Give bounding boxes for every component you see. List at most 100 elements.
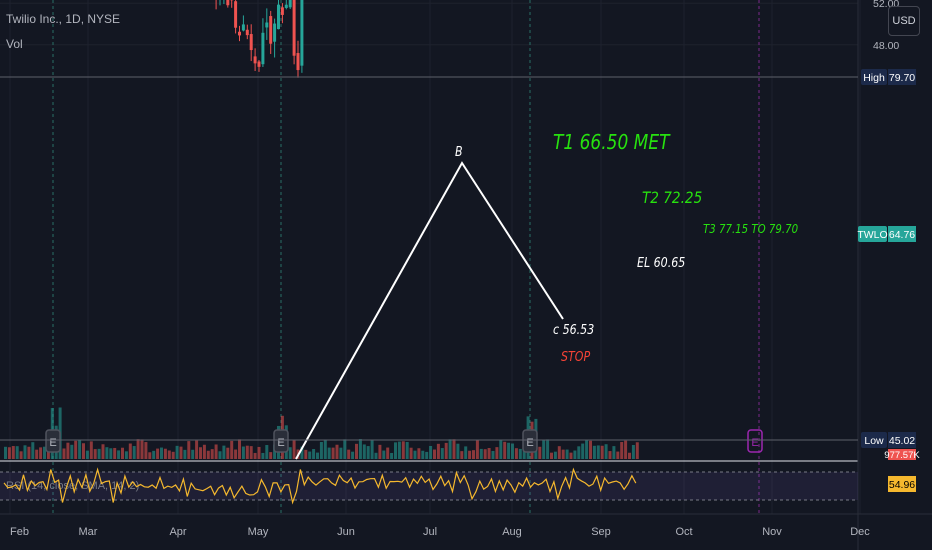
volume-bar bbox=[456, 443, 460, 459]
time-tick-label: Jun bbox=[337, 526, 355, 538]
low-marker-value-bg bbox=[888, 432, 916, 448]
annotation-t2: T2 72.25 bbox=[642, 188, 703, 207]
candle-body bbox=[273, 23, 277, 42]
volume-bar bbox=[503, 441, 507, 459]
time-tick-label: Jul bbox=[423, 526, 437, 538]
volume-bar bbox=[202, 444, 206, 459]
volume-bar bbox=[183, 449, 187, 459]
abc-pattern-line bbox=[295, 161, 564, 460]
candle-body bbox=[296, 53, 300, 71]
rsi-pane: RSI (14, close, SMA, 14, 2) 54.96 bbox=[0, 467, 916, 505]
volume-bar bbox=[440, 448, 444, 459]
volume-bar bbox=[331, 447, 335, 459]
volume-bar bbox=[550, 452, 553, 459]
low-marker-label-bg bbox=[861, 432, 887, 448]
volume-bar bbox=[370, 439, 374, 459]
volume-bar bbox=[343, 439, 347, 459]
volume-bar bbox=[479, 448, 483, 459]
low-marker-value: 45.02 bbox=[889, 435, 915, 447]
annotation-t3: T3 77.15 TO 79.70 bbox=[703, 222, 799, 236]
volume-bar bbox=[452, 439, 456, 459]
low-marker-label: Low bbox=[864, 435, 884, 447]
volume-bar bbox=[581, 443, 585, 459]
earnings-letter: E bbox=[277, 437, 284, 449]
earnings-marker bbox=[273, 429, 289, 453]
volume-bar bbox=[417, 448, 421, 459]
earnings-letter: E bbox=[526, 437, 533, 449]
volume-bar bbox=[358, 439, 362, 459]
volume-bar bbox=[238, 439, 241, 459]
rsi-value-bg bbox=[888, 476, 916, 492]
earnings-letter: E bbox=[751, 437, 758, 449]
currency-button[interactable]: USD bbox=[888, 6, 920, 36]
time-tick-label: Oct bbox=[675, 526, 692, 538]
volume-bar bbox=[97, 448, 101, 459]
candles bbox=[215, 0, 304, 78]
annotation-el: EL 60.65 bbox=[637, 256, 686, 271]
volume-bar bbox=[31, 442, 35, 459]
time-tick-label: Nov bbox=[762, 526, 782, 538]
volume-bar bbox=[335, 444, 339, 459]
volume-bar bbox=[433, 449, 436, 459]
volume-bar bbox=[195, 440, 199, 459]
volume-bar bbox=[292, 440, 296, 459]
volume-bar bbox=[366, 446, 370, 459]
volume-bar bbox=[132, 446, 136, 459]
volume-bar bbox=[499, 440, 503, 459]
candle-body bbox=[249, 34, 253, 51]
last-price-value-bg bbox=[888, 226, 916, 242]
time-tick-label: May bbox=[248, 526, 269, 538]
volume-bar bbox=[253, 452, 257, 459]
volume-bar bbox=[167, 450, 171, 459]
candle-body bbox=[226, 0, 230, 6]
volume-bar bbox=[631, 444, 635, 459]
candle-body bbox=[234, 1, 238, 28]
volume-bar bbox=[121, 447, 124, 459]
volume-bar bbox=[464, 446, 468, 459]
volume-bar bbox=[160, 447, 163, 459]
volume-bar bbox=[569, 452, 573, 459]
chart-title: Twilio Inc., 1D, NYSE bbox=[6, 12, 121, 26]
volume-bar bbox=[89, 441, 93, 459]
volume-value: 977.57K bbox=[884, 450, 920, 461]
volume-bar bbox=[511, 443, 514, 459]
earnings-marker bbox=[45, 429, 61, 453]
annotation-t1: T1 66.50 MET bbox=[553, 130, 670, 154]
volume-bar bbox=[546, 439, 550, 459]
volume-bar bbox=[175, 445, 179, 459]
time-tick-label: Dec bbox=[850, 526, 870, 538]
volume-bar bbox=[312, 449, 316, 459]
volume-bar bbox=[23, 445, 27, 459]
candle-body bbox=[284, 4, 288, 8]
volume-bar bbox=[101, 444, 105, 459]
volume-bar bbox=[483, 449, 487, 459]
volume-bar bbox=[109, 448, 113, 459]
price-tick-label: 48.00 bbox=[873, 40, 899, 52]
volume-bar bbox=[179, 446, 183, 459]
time-tick-label: Sep bbox=[591, 526, 611, 538]
time-tick-label: Feb bbox=[10, 526, 29, 538]
volume-bar bbox=[241, 446, 245, 459]
volume-bar bbox=[585, 440, 589, 459]
volume-bar bbox=[628, 452, 631, 459]
volume-bar bbox=[35, 449, 39, 459]
volume-bar bbox=[117, 450, 121, 459]
candle-body bbox=[277, 4, 280, 30]
volume-bar bbox=[565, 449, 569, 459]
volume-bar bbox=[624, 440, 628, 459]
volume-bar bbox=[234, 449, 238, 459]
volume-bar bbox=[596, 445, 600, 459]
volume-bar bbox=[561, 449, 565, 459]
volume-bar bbox=[401, 441, 405, 459]
volume-bar bbox=[62, 448, 66, 459]
volume-bar bbox=[616, 451, 620, 459]
volume-bar bbox=[210, 449, 214, 459]
volume-value-bg bbox=[888, 449, 916, 460]
volume-bar bbox=[362, 444, 366, 459]
volume-bar bbox=[553, 451, 557, 459]
candle-body bbox=[288, 0, 292, 8]
volume-bar bbox=[374, 452, 378, 459]
volume-bar bbox=[78, 440, 82, 459]
volume-bar bbox=[351, 451, 355, 459]
